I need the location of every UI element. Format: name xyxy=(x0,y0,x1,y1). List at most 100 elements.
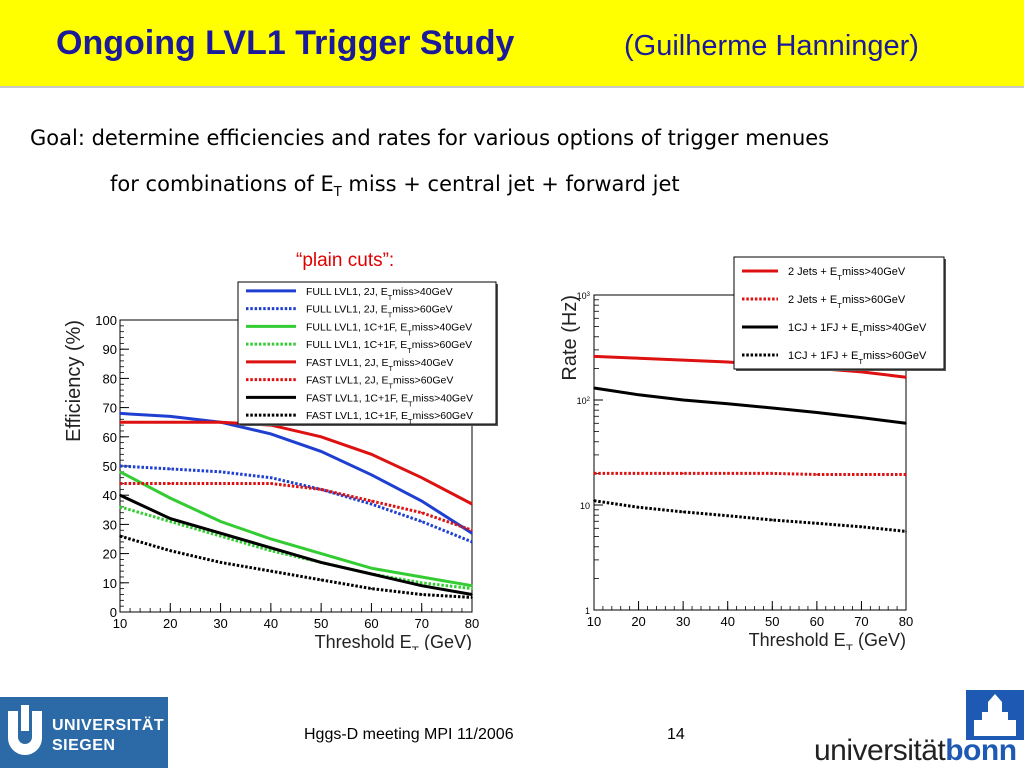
data-point xyxy=(320,450,322,453)
data-point xyxy=(471,541,473,543)
data-point xyxy=(905,422,907,425)
data-point xyxy=(420,500,423,502)
data-point xyxy=(726,472,729,475)
x-tick-label: 30 xyxy=(676,614,690,629)
data-point xyxy=(169,517,172,520)
slide-title: Ongoing LVL1 Trigger Study xyxy=(56,24,515,62)
legend-box xyxy=(237,281,497,425)
data-point xyxy=(119,471,121,473)
data-point xyxy=(860,371,863,373)
series-line xyxy=(119,534,473,599)
data-point xyxy=(726,361,729,363)
data-point xyxy=(816,522,818,525)
slide-subtitle: (Guilherme Hanninger) xyxy=(624,30,919,62)
data-point xyxy=(771,519,774,521)
y-axis-label: Efficiency (%) xyxy=(63,320,85,442)
data-point xyxy=(370,573,373,575)
data-point xyxy=(370,453,373,456)
goal-subscript: T xyxy=(333,185,342,201)
data-point xyxy=(219,482,222,485)
x-tick-label: 20 xyxy=(631,614,645,629)
series-line xyxy=(593,386,907,425)
data-point xyxy=(320,552,322,555)
goal-text: Goal: determine efficiencies and rates f… xyxy=(30,126,830,150)
data-point xyxy=(169,482,172,485)
x-tick-label: 40 xyxy=(264,616,278,631)
data-point xyxy=(420,582,423,584)
data-point xyxy=(726,514,729,517)
title-bar: Ongoing LVL1 Trigger Study (Guilherme Ha… xyxy=(0,0,1024,88)
plain-cuts-label: “plain cuts”: xyxy=(296,250,395,271)
data-point xyxy=(637,506,640,509)
data-point xyxy=(270,570,272,572)
data-point xyxy=(270,476,272,479)
data-point xyxy=(726,403,729,405)
legend-entry: FAST LVL1, 2J, ETmiss>40GeV xyxy=(306,357,453,373)
legend-entry: 2 Jets + ETmiss>40GeV xyxy=(788,266,906,282)
data-point xyxy=(471,532,473,534)
data-point xyxy=(860,473,863,476)
x-axis-label: Threshold ET (GeV) xyxy=(749,630,906,650)
data-point xyxy=(370,473,373,476)
bonn-emblem-icon xyxy=(966,690,1024,740)
legend-entry: FULL LVL1, 1C+1F, ETmiss>60GeV xyxy=(306,339,472,355)
data-point xyxy=(370,500,373,502)
y-tick-label: 60 xyxy=(103,430,117,445)
bonn-wordmark-prefix: universität xyxy=(814,734,946,767)
x-tick-label: 70 xyxy=(854,614,868,629)
legend-entry: FULL LVL1, 2J, ETmiss>40GeV xyxy=(306,286,453,302)
data-point xyxy=(471,593,473,596)
data-point xyxy=(420,584,423,587)
data-point xyxy=(905,530,907,533)
data-point xyxy=(320,561,322,564)
data-point xyxy=(119,482,121,485)
data-point xyxy=(593,387,595,389)
data-point xyxy=(682,472,684,475)
y-tick-label: 90 xyxy=(103,342,117,357)
data-point xyxy=(593,355,595,358)
data-point xyxy=(420,593,423,596)
x-tick-label: 50 xyxy=(314,616,328,631)
data-point xyxy=(471,529,473,532)
data-point xyxy=(420,520,423,523)
footer-text: Hggs-D meeting MPI 11/2006 xyxy=(304,726,514,743)
y-tick-label: 103 xyxy=(577,291,591,301)
data-point xyxy=(219,561,222,564)
legend-entry: FAST LVL1, 1C+1F, ETmiss>40GeV xyxy=(306,392,473,408)
data-point xyxy=(816,411,818,414)
data-point xyxy=(420,476,423,479)
x-tick-label: 50 xyxy=(765,614,779,629)
series-line xyxy=(119,464,473,544)
x-tick-label: 70 xyxy=(414,616,428,631)
data-point xyxy=(682,511,684,513)
data-point xyxy=(169,520,172,523)
goal-text-continued: for combinations of ET miss + central je… xyxy=(110,172,680,200)
legend-box xyxy=(733,256,945,370)
data-point xyxy=(119,421,121,423)
series-line xyxy=(120,420,473,506)
series-line xyxy=(594,471,906,476)
data-point xyxy=(270,549,272,552)
y-tick-label: 10 xyxy=(103,576,117,591)
data-point xyxy=(169,549,172,552)
data-point xyxy=(905,473,907,476)
data-point xyxy=(219,520,222,523)
data-point xyxy=(320,436,322,438)
data-point xyxy=(593,472,595,475)
data-point xyxy=(219,532,222,534)
legend-entry: 2 Jets + ETmiss>60GeV xyxy=(788,294,906,310)
y-tick-label: 30 xyxy=(103,517,117,532)
data-point xyxy=(119,412,121,415)
data-point xyxy=(169,415,172,418)
series-line xyxy=(119,493,473,596)
data-point xyxy=(420,511,423,514)
y-tick-label: 10 xyxy=(580,501,590,511)
x-tick-label: 60 xyxy=(364,616,378,631)
data-point xyxy=(270,433,272,435)
goal-prefix: for combinations of E xyxy=(110,172,334,196)
data-point xyxy=(471,503,473,505)
data-point xyxy=(169,421,172,423)
series-line xyxy=(119,470,473,588)
y-tick-label: 80 xyxy=(103,371,117,386)
